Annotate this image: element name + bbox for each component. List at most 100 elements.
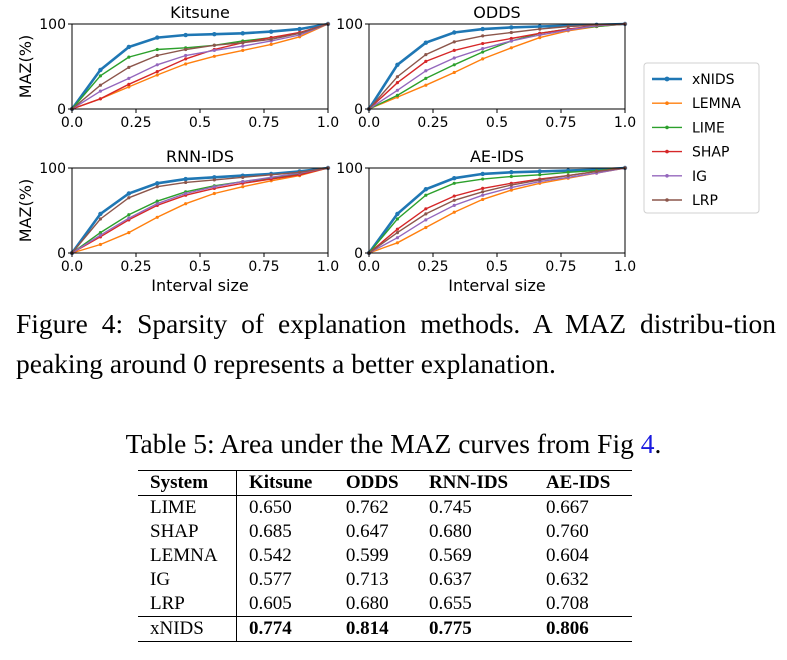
odds-xnids-point bbox=[509, 25, 514, 30]
ae-ids-lemna-point bbox=[424, 225, 428, 230]
ae-ids-ig-point bbox=[424, 218, 428, 222]
cell-system: SHAP bbox=[138, 520, 237, 544]
kitsune-lemna-point bbox=[241, 48, 245, 52]
table-row: LEMNA 0.542 0.599 0.569 0.604 bbox=[138, 544, 632, 568]
header-ae-ids: AE-IDS bbox=[533, 470, 632, 496]
ae-ids-lemna-point bbox=[481, 197, 485, 202]
ae-ids-lrp-point bbox=[395, 231, 400, 235]
rnn-ids-lime-point bbox=[155, 199, 159, 203]
figure-caption: Figure 4: Sparsity of explanation method… bbox=[16, 308, 776, 379]
legend-marker-ig bbox=[665, 174, 669, 178]
odds-lrp-point bbox=[538, 27, 542, 31]
ae-ids-ig-point bbox=[481, 193, 485, 197]
kitsune-xnids-point bbox=[240, 31, 245, 36]
ae-ids-y-tick-label: 0 bbox=[354, 246, 363, 262]
table-row: xNIDS 0.774 0.814 0.775 0.806 bbox=[138, 616, 632, 642]
kitsune-y-tick-label: 0 bbox=[57, 102, 66, 118]
ae-ids-shap-point bbox=[452, 194, 456, 198]
ae-ids-lrp-point bbox=[538, 178, 542, 182]
cell-value: 0.814 bbox=[333, 616, 417, 642]
ae-ids-xnids-point bbox=[480, 171, 485, 177]
rnn-ids-lemna-point bbox=[241, 185, 245, 189]
header-system: System bbox=[138, 470, 237, 496]
ae-ids-lrp-point bbox=[566, 174, 570, 178]
rnn-ids-lime-point bbox=[127, 213, 131, 217]
kitsune-series-lrp-line bbox=[71, 23, 329, 110]
odds-y-tick-label: 100 bbox=[336, 17, 363, 33]
table-header-row: System Kitsune ODDS RNN-IDS AE-IDS bbox=[138, 470, 632, 496]
rnn-ids-lrp-point bbox=[184, 180, 188, 185]
odds-series-ig-line bbox=[368, 23, 626, 110]
rnn-ids-series-xnids-line bbox=[70, 166, 329, 254]
rnn-ids-y-axis-label: MAZ(%) bbox=[16, 179, 35, 242]
rnn-ids-lrp-point bbox=[297, 170, 302, 174]
ae-ids-ig-point bbox=[452, 203, 456, 207]
odds-lrp-point bbox=[509, 30, 513, 35]
odds-shap-point bbox=[452, 48, 456, 52]
kitsune-shap-point bbox=[127, 82, 131, 86]
cell-system: LRP bbox=[138, 592, 237, 617]
table-row: LRP 0.605 0.680 0.655 0.708 bbox=[138, 592, 632, 617]
ae-ids-lemna-point bbox=[395, 241, 400, 245]
rnn-ids-lemna-point bbox=[98, 242, 103, 247]
odds-xnids-point bbox=[537, 24, 542, 29]
ae-ids-xnids-point bbox=[423, 187, 429, 192]
cell-value: 0.760 bbox=[545, 521, 589, 542]
cell-value: 0.637 bbox=[428, 569, 472, 590]
ae-ids-panel-title: AE-IDS bbox=[470, 147, 524, 166]
rnn-ids-x-tick-label: 1.0 bbox=[317, 259, 339, 275]
odds-lrp-point bbox=[395, 75, 400, 79]
kitsune-lemna-point bbox=[127, 85, 131, 89]
ae-ids-xnids-point bbox=[395, 211, 400, 217]
odds-xnids-point bbox=[452, 30, 457, 35]
kitsune-ig-point bbox=[212, 48, 216, 52]
kitsune-xnids-point bbox=[155, 35, 160, 40]
odds-series-lemna-line bbox=[368, 23, 626, 110]
cell-value: 0.775 bbox=[416, 616, 534, 642]
cell-value: 0.762 bbox=[345, 497, 389, 518]
cell-value: 0.647 bbox=[345, 521, 389, 542]
cell-value: 0.650 bbox=[249, 497, 292, 518]
cell-value: 0.599 bbox=[345, 545, 389, 566]
rnn-ids-ig-point bbox=[155, 202, 159, 206]
ae-ids-xnids-point bbox=[452, 176, 457, 181]
legend-marker-lime bbox=[665, 125, 669, 130]
rnn-ids-lemna-point bbox=[127, 231, 131, 235]
cell-value: 0.680 bbox=[428, 521, 472, 542]
kitsune-shap-point bbox=[155, 70, 159, 74]
odds-ig-point bbox=[566, 28, 570, 32]
ae-ids-x-tick-label: 0.75 bbox=[545, 259, 576, 275]
ae-ids-lime-point bbox=[509, 174, 513, 179]
kitsune-lrp-point bbox=[241, 41, 245, 45]
cell-value: 0.632 bbox=[545, 569, 589, 590]
legend-label-shap: SHAP bbox=[692, 145, 729, 161]
rnn-ids-lime-point bbox=[98, 231, 103, 235]
kitsune-lime-point bbox=[155, 47, 159, 52]
cell-value: 0.680 bbox=[345, 593, 389, 614]
odds-lemna-point bbox=[452, 70, 456, 75]
odds-x-tick-label: 1.0 bbox=[614, 115, 636, 131]
table-row: SHAP 0.685 0.647 0.680 0.760 bbox=[138, 520, 632, 544]
rnn-ids-ig-point bbox=[127, 216, 131, 220]
cell-value: 0.806 bbox=[533, 616, 632, 642]
figure-reference-link[interactable]: 4 bbox=[640, 428, 655, 459]
kitsune-lrp-point bbox=[184, 47, 188, 52]
legend-label-ig: IG bbox=[692, 169, 707, 185]
kitsune-lrp-point bbox=[155, 53, 159, 58]
ae-ids-series-lime-line bbox=[368, 167, 626, 254]
ae-ids-lrp-point bbox=[481, 190, 485, 194]
ae-ids-ig-point bbox=[395, 236, 400, 240]
kitsune-series-ig-line bbox=[71, 23, 329, 110]
odds-lrp-point bbox=[452, 40, 456, 44]
kitsune-lrp-point bbox=[98, 83, 103, 87]
odds-ig-point bbox=[424, 69, 428, 73]
odds-series-lrp-line bbox=[368, 23, 626, 110]
ae-ids-x-axis-label: Interval size bbox=[448, 276, 545, 295]
rnn-ids-series-lrp-line bbox=[71, 167, 329, 254]
ae-ids-shap-point bbox=[395, 227, 400, 231]
ae-ids-shap-point bbox=[481, 186, 485, 190]
rnn-ids-ig-point bbox=[212, 185, 216, 189]
ae-ids-series-xnids-line bbox=[367, 166, 626, 254]
rnn-ids-series-ig-line bbox=[71, 167, 329, 254]
